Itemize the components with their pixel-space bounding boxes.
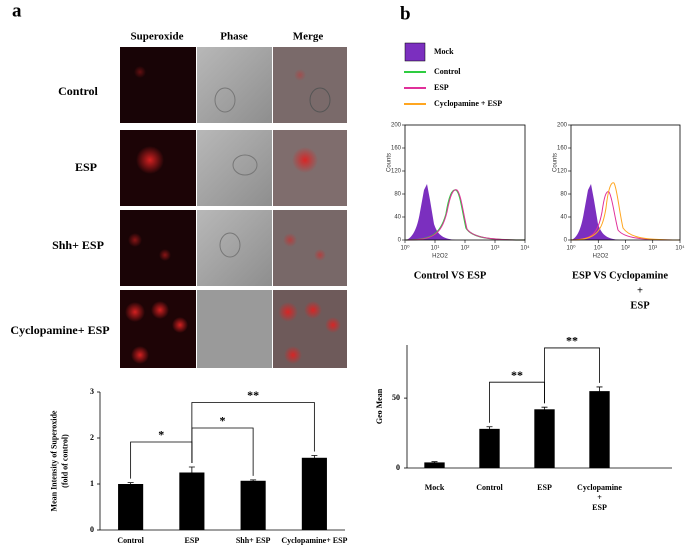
panel-label: a <box>12 0 22 21</box>
y-tick-label: 0 <box>396 463 400 472</box>
bar <box>179 472 205 530</box>
y-tick-label: 1 <box>90 479 94 488</box>
bar <box>534 409 555 468</box>
y-tick-label: 0 <box>564 238 568 244</box>
flow-curves <box>405 182 681 241</box>
legend-label: Control <box>434 67 461 76</box>
bar <box>589 391 610 468</box>
row-label: Control <box>58 84 98 98</box>
micrographs <box>120 47 347 368</box>
x-axis-label: H2O2 <box>432 254 448 260</box>
y-axis-label: Mean Intensity of Superoxide <box>49 410 58 511</box>
y-tick-label: 160 <box>557 146 568 152</box>
x-tick-label: 10³ <box>648 246 657 252</box>
row-label: Shh+ ESP <box>52 238 104 252</box>
bar <box>479 428 500 468</box>
column-header: Phase <box>220 31 248 43</box>
x-tick-label: Shh+ ESP <box>236 536 271 545</box>
legend-swatch <box>404 42 426 62</box>
x-tick-label: 10¹ <box>431 246 440 252</box>
error-bar <box>596 386 603 396</box>
y-tick-label: 0 <box>398 238 402 244</box>
x-tick-label: Mock <box>425 483 445 492</box>
y-tick-label: 200 <box>391 123 402 129</box>
caption: ESP <box>630 300 650 311</box>
column-header: Superoxide <box>131 31 184 43</box>
x-tick-label: ESP <box>537 483 552 492</box>
error-bar <box>250 479 257 482</box>
y-tick-label: 40 <box>394 215 401 221</box>
y-tick-label: 40 <box>560 215 567 221</box>
y-tick-label: 0 <box>90 525 94 534</box>
significance-label: * <box>220 414 226 428</box>
row-label: Cyclopamine+ ESP <box>10 323 109 337</box>
y-tick-label: 120 <box>391 169 402 175</box>
row-label: ESP <box>75 160 97 174</box>
x-tick-label: 10⁴ <box>520 245 530 252</box>
x-tick-label: Cyclopamine + ESP <box>577 483 622 512</box>
y-tick-label: 50 <box>392 393 400 402</box>
error-bar <box>541 406 548 412</box>
significance-bracket <box>191 402 315 463</box>
x-tick-label: 10² <box>461 246 470 252</box>
error-bar <box>311 455 318 461</box>
y-tick-label: 80 <box>560 192 567 198</box>
y-axis-label: Geo Mean <box>375 388 384 424</box>
x-tick-label: 10³ <box>491 246 500 252</box>
bar <box>118 484 144 530</box>
error-bar <box>127 482 134 486</box>
caption: ESP VS Cyclopamine <box>572 270 668 281</box>
y-axis-label: (fold of control) <box>60 434 69 488</box>
legend-label: Cyclopamine + ESP <box>434 99 502 108</box>
y-axis-label: Counts <box>387 153 393 172</box>
y-tick-label: 80 <box>394 192 401 198</box>
significance-label: * <box>158 428 164 442</box>
column-header: Merge <box>293 31 324 43</box>
error-bar <box>188 466 195 479</box>
y-axis-label: Counts <box>553 153 559 172</box>
y-tick-label: 160 <box>391 146 402 152</box>
x-tick-label: Control <box>476 483 503 492</box>
x-tick-label: ESP <box>185 536 200 545</box>
caption: + <box>637 285 643 296</box>
error-bar <box>486 426 493 431</box>
significance-bracket <box>544 347 600 404</box>
caption: Control VS ESP <box>414 270 487 281</box>
x-tick-label: 10⁰ <box>566 245 576 252</box>
bar <box>240 480 266 530</box>
significance-label: ** <box>247 388 259 402</box>
x-tick-label: 10⁴ <box>675 245 685 252</box>
y-tick-label: 2 <box>90 433 94 442</box>
x-tick-label: 10⁰ <box>400 245 410 252</box>
significance-label: ** <box>511 368 523 382</box>
significance-bracket <box>191 427 254 476</box>
x-tick-label: Control <box>117 536 144 545</box>
error-bar <box>431 461 438 464</box>
y-tick-label: 3 <box>90 387 94 396</box>
x-tick-label: 10² <box>621 246 630 252</box>
panel-label: b <box>400 3 411 24</box>
legend-label: Mock <box>434 47 454 56</box>
x-tick-label: Cyclopamine+ ESP <box>281 536 347 545</box>
x-tick-label: 10¹ <box>594 246 603 252</box>
x-axis-label: H2O2 <box>593 254 609 260</box>
bar <box>424 462 445 468</box>
significance-label: ** <box>566 334 578 348</box>
y-tick-label: 200 <box>557 123 568 129</box>
y-tick-label: 120 <box>557 169 568 175</box>
legend-label: ESP <box>434 83 449 92</box>
bar <box>301 457 327 530</box>
